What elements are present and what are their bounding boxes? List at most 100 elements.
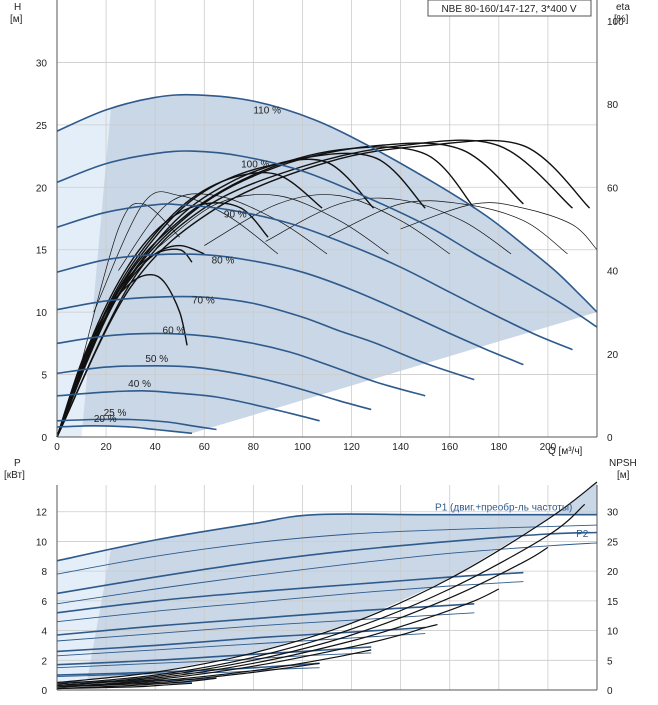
x-tick-label: 60	[199, 442, 211, 453]
x-tick-label: 180	[490, 442, 507, 453]
head-curve	[56, 424, 193, 435]
operating-area	[57, 94, 597, 434]
y2-tick-label: 0	[607, 433, 613, 444]
head-curve	[56, 150, 598, 328]
npsh-curve	[56, 682, 193, 690]
x-tick-label: 40	[150, 442, 162, 453]
efficiency-curve	[81, 203, 180, 363]
x-tick-label: 100	[294, 442, 311, 453]
power-curve	[56, 652, 372, 669]
y-tick-label: 4	[41, 627, 47, 638]
y-tick-label: 10	[36, 308, 48, 319]
y-tick-label: 2	[41, 656, 47, 667]
head-curve-label: 50 %	[145, 354, 168, 365]
power-curve	[56, 667, 320, 678]
y2-tick-label: 20	[607, 350, 619, 361]
head-curve-label: 110 %	[253, 106, 281, 117]
model-title-box	[427, 0, 592, 17]
power-curve	[56, 646, 372, 666]
power-curve	[56, 513, 597, 562]
head-curve-label: 100 %	[241, 159, 269, 170]
operating-area	[57, 482, 597, 683]
y2-tick-label: 20	[607, 567, 619, 578]
y2-tick-label: 25	[607, 537, 619, 548]
y-tick-label: 30	[36, 58, 48, 69]
x-tick-label: 160	[441, 442, 458, 453]
y2-axis-label: NPSH	[609, 458, 637, 469]
y2-tick-label: 0	[607, 686, 613, 697]
model-title: NBE 80-160/147-127, 3*400 V	[441, 4, 576, 15]
npsh-curve	[56, 662, 320, 688]
y-tick-label: 15	[36, 246, 48, 257]
head-curve-label: 90 %	[224, 209, 247, 220]
efficiency-curve	[265, 197, 512, 255]
y2-tick-label: 10	[607, 627, 619, 638]
x-tick-label: 140	[392, 442, 409, 453]
npsh-curve	[56, 649, 372, 688]
power-curve	[56, 603, 475, 636]
npsh-curve	[56, 588, 500, 687]
efficiency-curve	[56, 146, 475, 438]
head-curve	[56, 295, 475, 381]
y2-tick-label: 15	[607, 597, 619, 608]
series-label: P1 (двиг.+преобр-ль частоты)	[435, 501, 572, 513]
x-tick-label: 20	[101, 442, 113, 453]
y-axis-unit: [м]	[10, 14, 23, 25]
head-curve	[56, 93, 598, 313]
y2-tick-label: 40	[607, 267, 619, 278]
efficiency-curve	[118, 193, 328, 271]
y-tick-label: 12	[36, 508, 48, 519]
head-curve-label: 20 %	[94, 414, 117, 425]
x-tick-label: 200	[540, 442, 557, 453]
head-curve-label: 60 %	[163, 325, 186, 336]
series-label: P2	[576, 529, 589, 540]
y2-tick-label: 60	[607, 183, 619, 194]
y-tick-label: 6	[41, 597, 47, 608]
y-tick-label: 5	[41, 371, 47, 382]
y-tick-label: 0	[41, 433, 47, 444]
head-curve	[56, 253, 524, 366]
efficiency-curve	[326, 200, 568, 255]
power-curve	[56, 542, 598, 605]
power-curve	[56, 581, 524, 623]
head-curve-label: 70 %	[192, 295, 215, 306]
efficiency-curve	[56, 139, 591, 438]
head-curve	[56, 332, 426, 397]
y2-axis-unit: [м]	[617, 470, 630, 481]
y2-axis-unit: [%]	[614, 14, 629, 25]
efficiency-curve	[400, 202, 598, 250]
head-curve-label: 25 %	[104, 408, 127, 419]
head-curve	[56, 203, 573, 351]
head-curve-label: 80 %	[212, 255, 235, 266]
efficiency-curve	[154, 194, 389, 255]
power-panel: 0 2 4 6 8 10 12 0 5 10 15 20 25 30 P1 (двиг.+преобр-ль…	[4, 458, 637, 697]
npsh-curve	[56, 624, 438, 688]
efficiency-curve	[93, 191, 279, 313]
power-curve	[56, 612, 475, 642]
head-curve	[56, 418, 217, 431]
low-flow-area	[57, 107, 111, 438]
efficiency-curve	[204, 194, 450, 255]
npsh-curve	[56, 481, 598, 684]
y-axis-label: H	[14, 2, 21, 13]
npsh-curve	[56, 503, 586, 685]
y-tick-label: 8	[41, 567, 47, 578]
npsh-curve	[56, 546, 549, 687]
x-tick-label: 80	[248, 442, 260, 453]
y-tick-label: 25	[36, 121, 48, 132]
y-tick-label: 0	[41, 686, 47, 697]
y-axis-unit: [кВт]	[4, 470, 25, 481]
y-tick-label: 10	[36, 537, 48, 548]
power-curve	[56, 571, 524, 614]
y2-tick-label: 100	[607, 17, 624, 28]
power-curve	[56, 626, 426, 653]
head-curve	[56, 389, 320, 422]
y2-tick-label: 5	[607, 656, 613, 667]
power-curve	[56, 633, 426, 657]
y-axis-label: P	[14, 458, 21, 469]
y-tick-label: 20	[36, 183, 48, 194]
head-curve-label: 40 %	[128, 379, 151, 390]
efficiency-curve	[56, 142, 524, 438]
